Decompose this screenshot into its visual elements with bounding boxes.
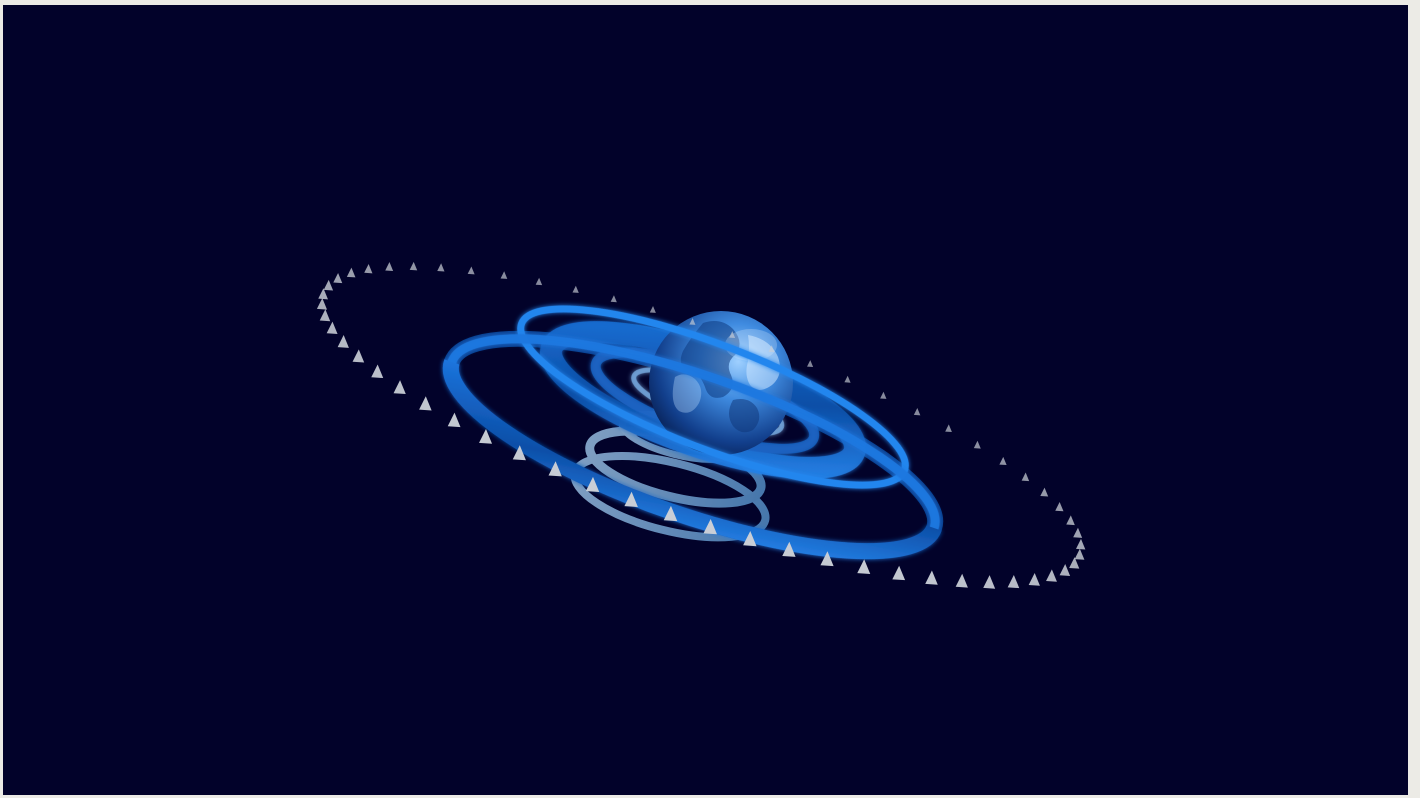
orbit-marker — [364, 264, 373, 274]
orbit-marker — [913, 407, 921, 416]
orbit-marker — [857, 559, 871, 574]
orbit-marker — [409, 261, 418, 271]
orbit-marker — [999, 456, 1007, 466]
orbit-marker — [333, 272, 343, 284]
orbit-marker — [880, 391, 887, 399]
orbit-marker — [437, 263, 445, 272]
orbit-marker — [318, 288, 328, 300]
orbit-marker — [1059, 564, 1071, 576]
video-frame — [3, 5, 1408, 795]
orbit-marker — [572, 285, 579, 293]
orbit-marker — [319, 309, 331, 322]
orbit-marker — [1066, 515, 1075, 526]
orbit-marker — [782, 541, 796, 557]
continent-shape — [729, 399, 760, 433]
outer-ring-top-edge — [447, 334, 940, 530]
orbit-marker — [844, 375, 851, 383]
orbit-marker — [479, 429, 493, 444]
orbit-marker — [512, 445, 526, 461]
orbit-marker — [385, 262, 394, 271]
orbit-marker — [925, 570, 938, 585]
orbit-marker — [1074, 548, 1085, 560]
orbit-marker — [585, 476, 600, 493]
orbit-marker — [743, 530, 757, 547]
continent-shape — [672, 374, 702, 413]
orbit-marker — [703, 518, 717, 535]
orbit-marker — [892, 565, 906, 581]
orbit-marker — [548, 461, 562, 477]
orbit-marker — [663, 505, 678, 522]
orbit-marker — [983, 575, 996, 589]
orbit-marker — [945, 424, 952, 433]
orbit-marker — [1069, 557, 1080, 569]
orbit-marker — [467, 266, 475, 275]
orbit-marker — [729, 331, 736, 338]
orbit-marker — [447, 412, 461, 428]
orbit-marker — [393, 380, 406, 395]
orbit-marker — [610, 295, 617, 303]
orbit-marker — [1073, 527, 1083, 538]
orbit-marker — [323, 279, 334, 291]
orbit-marker — [1021, 472, 1030, 482]
orbit-marker — [316, 298, 328, 310]
orbit-marker — [1046, 569, 1057, 582]
orbit-marker — [820, 551, 834, 567]
orbit-marker — [371, 364, 384, 379]
orbit-marker — [500, 271, 508, 279]
orbit-marker — [689, 318, 696, 325]
globe-scene — [316, 261, 1086, 589]
orbit-marker — [807, 360, 814, 368]
orbit-marker — [1028, 572, 1040, 586]
orbit-marker — [1055, 501, 1064, 512]
orbit-marker — [1040, 487, 1049, 497]
orbit-marker — [337, 335, 349, 348]
orbit-marker — [973, 440, 981, 449]
orbit-marker — [535, 277, 543, 286]
orbit-marker — [1007, 574, 1020, 589]
orbit-marker — [649, 306, 656, 313]
orbit-marker — [1076, 538, 1086, 550]
orbit-marker — [419, 396, 432, 411]
orbit-marker — [346, 267, 356, 278]
orbit-marker — [624, 491, 638, 508]
orbit-markers — [316, 261, 1086, 589]
orbit-marker — [352, 349, 365, 363]
orbit-marker — [768, 345, 775, 353]
orbit-marker — [955, 573, 968, 588]
orbit-marker — [326, 321, 338, 334]
